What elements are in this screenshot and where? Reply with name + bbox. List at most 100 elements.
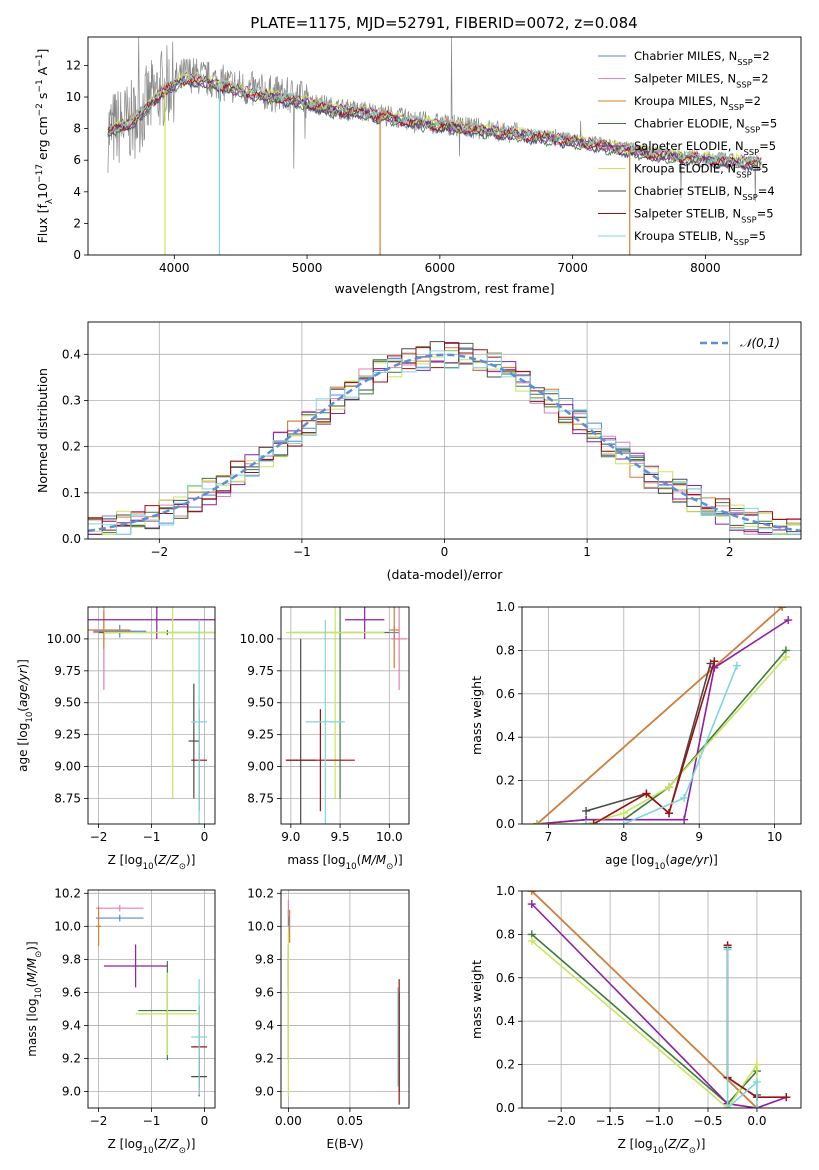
- weight-line-kroupa_stelib: [726, 949, 758, 1108]
- legend-label-salpeter_stelib: Salpeter STELIB, NSSP=5: [634, 207, 774, 225]
- weight-series-salpeter_stelib: [589, 657, 719, 824]
- x-tick-label: 10: [767, 830, 782, 844]
- y-tick-label: 9.0: [62, 1084, 81, 1098]
- normal-curve: [88, 353, 801, 533]
- legend-label-chabrier_miles: Chabrier MILES, NSSP=2: [634, 49, 770, 67]
- axes-age_vs_mass: 9.0 9.5 10.0 8.75 9.00 9.25 9.50 9.75 10.00 mass …: [240, 606, 410, 872]
- errorbar-kroupa_elodie: [285, 607, 385, 799]
- weight-marker-kroupa_elodie: [533, 820, 542, 824]
- weight-marker-chabrier_stelib: [582, 806, 591, 815]
- weight-marker-salpeter_stelib: [665, 809, 674, 818]
- residuals-ylabel: Normed distribution: [35, 368, 50, 493]
- weight-series-kroupa_elodie: [533, 652, 790, 824]
- errorbar-kroupa_miles: [389, 607, 400, 669]
- y-tick-label: 9.25: [247, 728, 274, 742]
- y-tick-label: 2: [73, 216, 81, 230]
- mass_vs_ebv-xlabel: E(B-V): [326, 1137, 363, 1151]
- spectrum-legend: Chabrier MILES, NSSP=2 Salpeter MILES, NS…: [598, 49, 777, 247]
- weight-marker-kroupa_elodie: [665, 783, 674, 792]
- weight-marker-kroupa_stelib: [752, 1077, 761, 1086]
- weight-marker-kroupa_elodie: [752, 1060, 761, 1069]
- x-tick-label: 0.0: [747, 1114, 766, 1128]
- y-tick-label: 9.8: [62, 952, 81, 966]
- legend-label-chabrier_stelib: Chabrier STELIB, NSSP=4: [634, 184, 775, 202]
- y-tick-label: 9.8: [255, 952, 274, 966]
- legend-label-normal: 𝒩(0,1): [740, 336, 780, 350]
- y-tick-label: 9.4: [255, 1018, 274, 1032]
- y-tick-label: 10.2: [54, 886, 81, 900]
- y-tick-label: 9.2: [255, 1051, 274, 1065]
- x-tick-label: 0: [441, 545, 449, 559]
- weight-line-kroupa_elodie: [537, 656, 787, 824]
- x-tick-label: 9.0: [281, 830, 300, 844]
- x-tick-label: −1.0: [644, 1114, 673, 1128]
- weight-line-chabrier_stelib: [726, 947, 758, 1099]
- weight-series-kroupa_stelib: [723, 945, 761, 1108]
- axes-frame: [87, 36, 802, 256]
- spectrum-xlabel: wavelength [Angstrom, rest frame]: [334, 281, 554, 296]
- weight-line-kroupa_elodie: [531, 940, 758, 1108]
- x-tick-label: −1: [143, 1114, 161, 1128]
- errorbar-salpeter_elodie: [88, 607, 215, 639]
- x-tick-label: −1: [143, 830, 161, 844]
- x-tick-label: −1.5: [596, 1114, 625, 1128]
- y-tick-label: 9.75: [54, 664, 81, 678]
- y-tick-label: 0.2: [496, 774, 515, 788]
- x-tick-label: −2: [150, 545, 168, 559]
- weight-series-kroupa_elodie: [527, 936, 761, 1108]
- y-tick-label: 9.75: [247, 664, 274, 678]
- y-tick-label: 8.75: [54, 791, 81, 805]
- y-tick-label: 0: [73, 248, 81, 262]
- y-tick-label: 1.0: [496, 884, 515, 898]
- y-tick-label: 9.6: [255, 985, 274, 999]
- x-tick-label: 6000: [425, 261, 456, 275]
- y-tick-label: 9.2: [62, 1051, 81, 1065]
- weight-marker-kroupa_stelib: [619, 820, 628, 824]
- y-tick-label: 0.4: [62, 347, 81, 361]
- plot-area-age_vs_mass: [285, 607, 408, 824]
- x-tick-label: 7: [545, 830, 553, 844]
- y-tick-label: 9.00: [54, 760, 81, 774]
- legend-label-salpeter_elodie: Salpeter ELODIE, NSSP=5: [634, 139, 776, 157]
- weight-line-salpeter_elodie: [531, 903, 787, 1108]
- weight-marker-salpeter_stelib: [642, 789, 651, 798]
- legend-label-kroupa_stelib: Kroupa STELIB, NSSP=5: [634, 229, 766, 247]
- y-tick-label: 0.8: [496, 927, 515, 941]
- axes-age_vs_z: −2 −1 0 8.75 9.00 9.25 9.50 9.75 10.00 Z [log10(Z…: [16, 606, 216, 872]
- y-tick-label: 0.6: [496, 687, 515, 701]
- y-tick-label: 8: [73, 122, 81, 136]
- errorbar-salpeter_miles: [95, 904, 144, 912]
- y-tick-label: 0.0: [496, 1101, 515, 1115]
- y-tick-label: 0.1: [62, 486, 81, 500]
- y-tick-label: 0.8: [496, 643, 515, 657]
- plot-area-weight_vs_age: [533, 607, 793, 824]
- x-tick-label: 1: [583, 545, 591, 559]
- weight-marker-kroupa_stelib: [732, 661, 741, 670]
- x-tick-label: 9: [695, 830, 703, 844]
- errorbar-kroupa_miles: [95, 906, 102, 947]
- axes-frame: [280, 606, 410, 825]
- y-tick-label: 0.3: [62, 393, 81, 407]
- errorbar-chabrier_stelib: [188, 683, 200, 799]
- weight-series-kroupa_stelib: [582, 661, 741, 824]
- y-tick-label: 10.0: [247, 919, 274, 933]
- y-tick-label: 9.50: [247, 696, 274, 710]
- spectrum-ylabel: Flux [fλ10−17 erg cm−2 s−1 A−1]: [35, 49, 55, 244]
- mass_vs_z-xlabel: Z [log10(Z/Z⊙)]: [108, 1137, 196, 1156]
- weight-marker-salpeter_elodie: [784, 616, 793, 625]
- errorbar-chabrier_miles: [95, 914, 144, 922]
- x-tick-label: 0.05: [337, 1114, 364, 1128]
- errorbar-kroupa_elodie: [103, 607, 215, 799]
- x-tick-label: 4000: [159, 261, 190, 275]
- errorbar-salpeter_elodie: [103, 944, 168, 988]
- y-tick-label: 0.0: [62, 532, 81, 546]
- y-tick-label: 9.0: [255, 1084, 274, 1098]
- axes-weight_vs_age: 7 8 9 10 0.0 0.2 0.4 0.6 0.8 1.0 age [log10(age/yr…: [469, 600, 802, 872]
- weight-marker-salpeter_stelib: [589, 820, 598, 824]
- errorbar-kroupa_stelib: [191, 619, 208, 824]
- axes-spectrum: 4000 5000 6000 7000 8000 0 2 4 6 8 10 12 wavelength …: [35, 36, 802, 296]
- plot-area-mass_vs_z: [95, 904, 208, 1097]
- errorbar-salpeter_elodie: [345, 607, 385, 639]
- x-tick-label: 7000: [557, 261, 588, 275]
